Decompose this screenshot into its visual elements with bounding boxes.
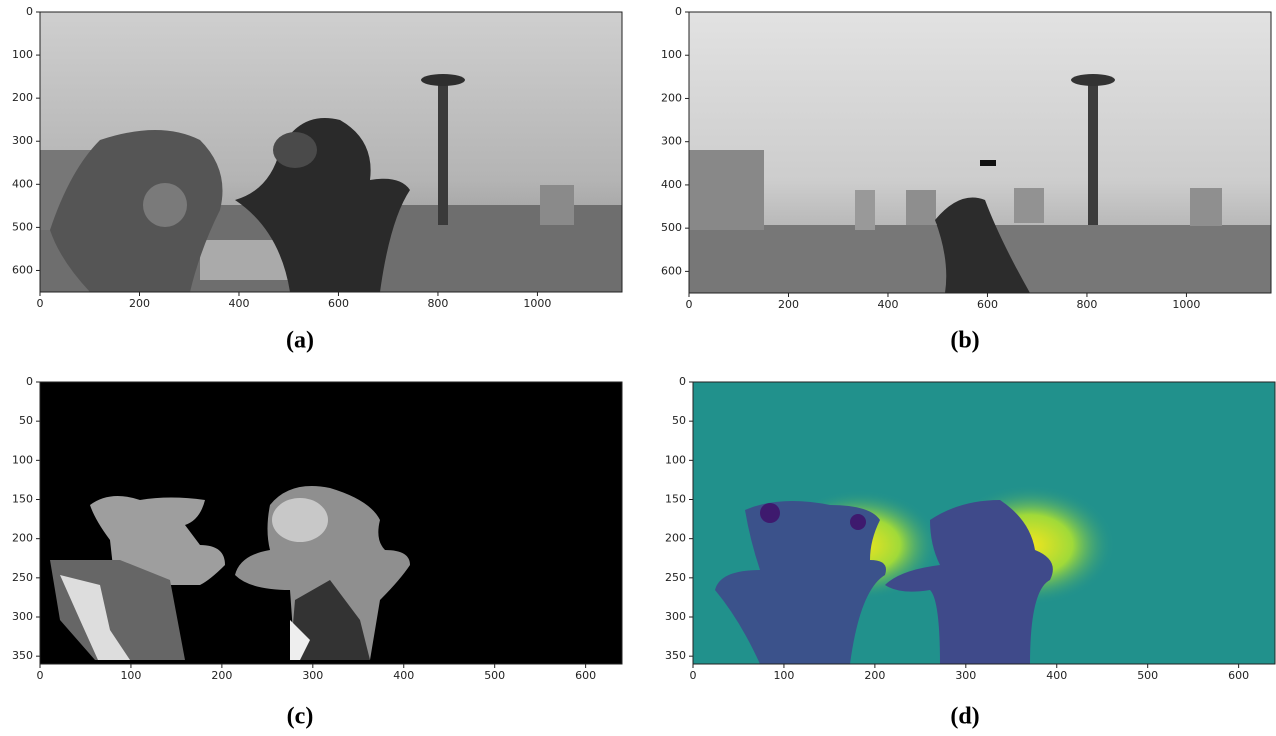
x-tick-label: 600 [328, 297, 349, 310]
x-tick-label: 0 [690, 669, 697, 682]
y-tick-label: 150 [665, 493, 686, 506]
y-tick-label: 100 [12, 48, 33, 61]
x-tick-label: 200 [864, 669, 885, 682]
y-tick-label: 0 [675, 5, 682, 18]
image-d [693, 382, 1275, 664]
x-tick-label: 400 [877, 298, 898, 311]
y-tick-label: 400 [661, 178, 682, 191]
x-tick-label: 0 [686, 298, 693, 311]
x-tick-label: 0 [37, 669, 44, 682]
y-tick-label: 200 [665, 532, 686, 545]
y-tick-label: 300 [661, 135, 682, 148]
y-tick-label: 400 [12, 177, 33, 190]
y-tick-label: 50 [672, 414, 686, 427]
x-tick-label: 800 [1076, 298, 1097, 311]
y-tick-label: 100 [12, 453, 33, 466]
y-tick-label: 300 [665, 610, 686, 623]
x-tick-label: 1000 [523, 297, 551, 310]
image-a [40, 12, 622, 292]
y-tick-label: 0 [26, 375, 33, 388]
x-tick-label: 100 [773, 669, 794, 682]
figure: (a) (b) (c) (d) 020040060080010000100200… [0, 0, 1276, 736]
y-tick-label: 100 [665, 453, 686, 466]
x-tick-label: 100 [120, 669, 141, 682]
y-tick-label: 300 [12, 610, 33, 623]
x-tick-label: 600 [1228, 669, 1249, 682]
x-tick-label: 600 [575, 669, 596, 682]
y-tick-label: 500 [661, 221, 682, 234]
x-tick-label: 300 [955, 669, 976, 682]
image-b [689, 12, 1271, 293]
x-tick-label: 500 [1137, 669, 1158, 682]
y-tick-label: 300 [12, 134, 33, 147]
x-tick-label: 600 [977, 298, 998, 311]
y-tick-label: 600 [12, 263, 33, 276]
x-tick-label: 400 [1046, 669, 1067, 682]
x-tick-label: 400 [393, 669, 414, 682]
y-tick-label: 200 [661, 91, 682, 104]
x-tick-label: 300 [302, 669, 323, 682]
caption: (a) [286, 328, 314, 354]
y-tick-label: 50 [19, 414, 33, 427]
x-tick-label: 200 [211, 669, 232, 682]
y-tick-label: 200 [12, 532, 33, 545]
y-tick-label: 600 [661, 264, 682, 277]
x-tick-label: 500 [484, 669, 505, 682]
x-tick-label: 1000 [1172, 298, 1200, 311]
x-tick-label: 400 [228, 297, 249, 310]
x-tick-label: 800 [427, 297, 448, 310]
image-c [40, 382, 622, 664]
caption: (b) [950, 328, 979, 354]
y-tick-label: 500 [12, 220, 33, 233]
y-tick-label: 350 [665, 649, 686, 662]
y-tick-label: 250 [665, 571, 686, 584]
y-tick-label: 150 [12, 493, 33, 506]
caption: (d) [950, 704, 979, 730]
y-tick-label: 0 [26, 5, 33, 18]
y-tick-label: 250 [12, 571, 33, 584]
x-tick-label: 0 [37, 297, 44, 310]
x-tick-label: 200 [778, 298, 799, 311]
y-tick-label: 350 [12, 649, 33, 662]
y-tick-label: 100 [661, 48, 682, 61]
y-tick-label: 0 [679, 375, 686, 388]
y-tick-label: 200 [12, 91, 33, 104]
caption: (c) [287, 704, 314, 730]
x-tick-label: 200 [129, 297, 150, 310]
